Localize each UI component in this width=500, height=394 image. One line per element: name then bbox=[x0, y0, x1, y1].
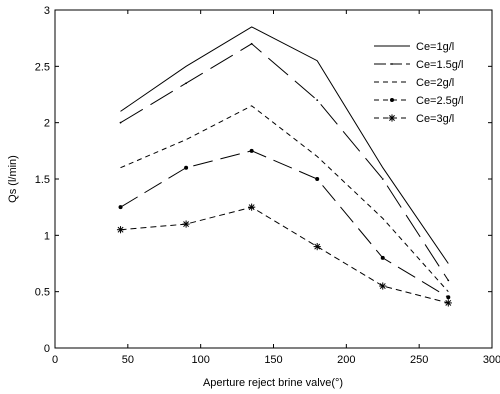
legend-label: Ce=1g/l bbox=[416, 41, 454, 53]
series-3 bbox=[120, 105, 449, 293]
x-axis-label: Aperture reject brine valve(°) bbox=[203, 377, 343, 389]
x-tick-label: 50 bbox=[122, 354, 134, 366]
legend-entry: Ce=2.5g/l bbox=[374, 95, 463, 107]
series-layer bbox=[116, 26, 452, 307]
legend-marker bbox=[390, 98, 394, 102]
legend-marker bbox=[388, 114, 396, 122]
data-point bbox=[447, 279, 450, 282]
legend-entry: Ce=1g/l bbox=[374, 41, 454, 53]
y-tick-label: 2.5 bbox=[35, 61, 50, 73]
legend-label: Ce=2g/l bbox=[416, 77, 454, 89]
x-tick-label: 250 bbox=[410, 354, 428, 366]
data-point bbox=[184, 165, 189, 170]
data-point bbox=[379, 282, 387, 290]
series-5 bbox=[116, 203, 452, 307]
y-tick-label: 1 bbox=[44, 230, 50, 242]
legend: Ce=1g/l Ce=1.5g/l Ce=2g/l Ce=2.5g/l Ce=3g/l bbox=[367, 35, 487, 135]
data-point bbox=[315, 177, 320, 181]
series-line bbox=[120, 43, 449, 281]
series-2 bbox=[119, 42, 450, 282]
data-point bbox=[249, 148, 254, 153]
series-line bbox=[120, 150, 449, 298]
y-tick-label: 3 bbox=[44, 5, 50, 17]
series-1 bbox=[120, 26, 449, 264]
x-tick-label: 150 bbox=[264, 354, 282, 366]
legend-label: Ce=1.5g/l bbox=[416, 59, 463, 71]
series-line bbox=[120, 105, 449, 293]
data-point bbox=[118, 205, 123, 210]
legend-entry: Ce=3g/l bbox=[374, 113, 454, 125]
data-point bbox=[119, 121, 122, 124]
legend-label: Ce=2.5g/l bbox=[416, 95, 463, 107]
series-line bbox=[120, 26, 449, 264]
x-tick-label: 300 bbox=[483, 354, 500, 366]
x-tick-label: 100 bbox=[191, 354, 209, 366]
data-point bbox=[444, 299, 452, 307]
data-point bbox=[250, 42, 253, 45]
x-tick-label: 200 bbox=[337, 354, 355, 366]
legend-label: Ce=3g/l bbox=[416, 113, 454, 125]
y-tick-label: 2 bbox=[44, 118, 50, 130]
x-tick-label: 0 bbox=[52, 354, 58, 366]
y-tick-label: 1.5 bbox=[35, 174, 50, 186]
data-point bbox=[313, 243, 321, 251]
ticks-layer: 0 50 100 150 200 250 300 0 0.5 1 1.5 2 2.5 3 bbox=[35, 5, 500, 366]
data-point bbox=[182, 220, 190, 228]
data-point bbox=[316, 99, 319, 102]
y-tick-label: 0.5 bbox=[35, 287, 50, 299]
data-point bbox=[380, 255, 385, 260]
legend-entry: Ce=2g/l bbox=[374, 77, 454, 89]
data-point bbox=[185, 82, 188, 85]
y-tick-label: 0 bbox=[44, 343, 50, 355]
data-point bbox=[116, 226, 125, 234]
series-line bbox=[120, 206, 449, 304]
legend-marker bbox=[391, 63, 393, 65]
data-point bbox=[248, 203, 256, 211]
data-point bbox=[381, 178, 384, 180]
data-point bbox=[446, 295, 451, 300]
y-axis-label: Qs (l/min) bbox=[7, 155, 19, 203]
series-4 bbox=[118, 148, 451, 300]
legend-entry: Ce=1.5g/l bbox=[374, 59, 463, 71]
